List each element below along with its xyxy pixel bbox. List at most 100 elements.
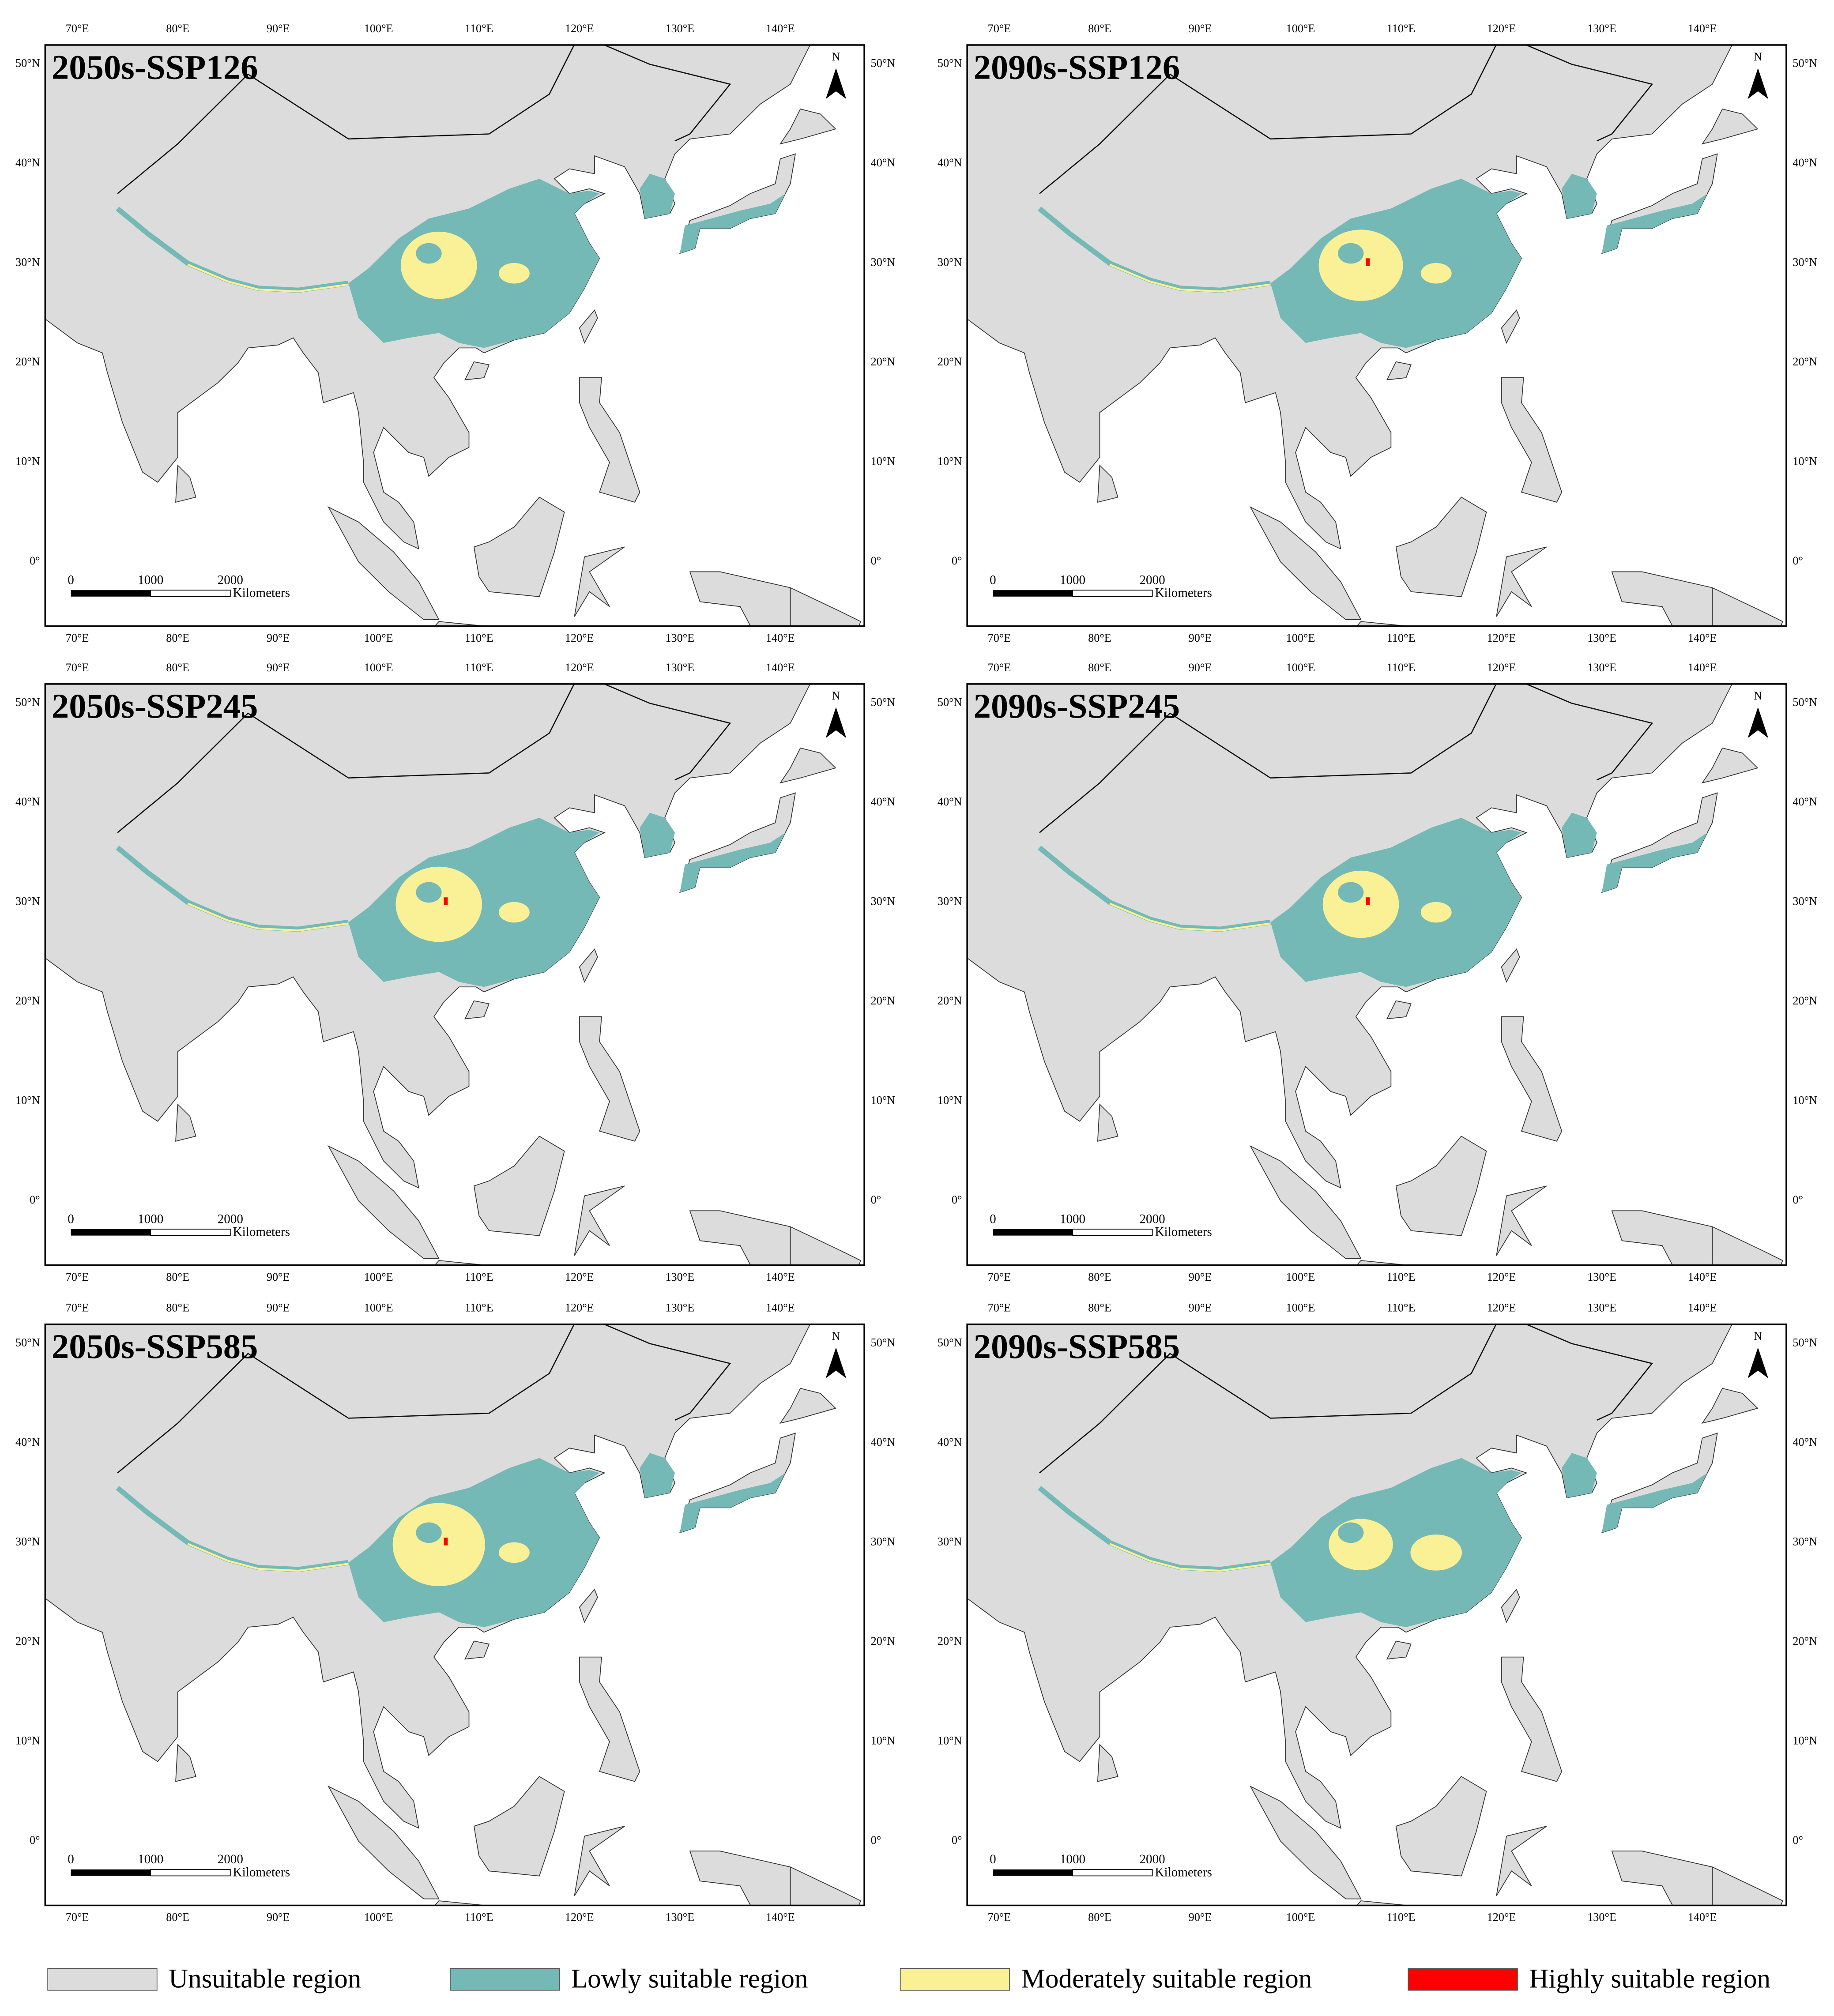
lon-label: 80°E xyxy=(1088,661,1111,674)
low-suitable xyxy=(640,173,675,219)
lon-label: 140°E xyxy=(1688,632,1717,644)
island xyxy=(779,109,836,145)
lat-label: 30°N xyxy=(871,256,896,269)
low-suitable xyxy=(1562,812,1597,858)
lat-label: 10°N xyxy=(938,455,962,468)
island xyxy=(473,496,565,597)
lon-label: 120°E xyxy=(565,1911,594,1924)
scale-label: 2000 xyxy=(1140,1212,1165,1226)
island xyxy=(1395,496,1487,597)
scale-bar xyxy=(993,1229,1073,1236)
island xyxy=(1496,1826,1547,1896)
lon-label: 100°E xyxy=(364,1271,393,1283)
island xyxy=(1097,1744,1118,1782)
lat-label: 0° xyxy=(30,554,40,567)
island xyxy=(464,1000,490,1019)
lat-label: 30°N xyxy=(1793,1535,1817,1548)
lon-label: 80°E xyxy=(1088,1301,1111,1314)
lat-label: 50°N xyxy=(938,57,962,70)
himalaya-strip xyxy=(116,1486,349,1572)
north-arrow xyxy=(1747,1347,1769,1379)
island xyxy=(579,1656,640,1782)
lon-label: 120°E xyxy=(565,661,594,674)
lon-label: 70°E xyxy=(988,661,1011,674)
lat-label: 40°N xyxy=(871,156,896,169)
scale-label: 2000 xyxy=(218,1212,243,1226)
lon-label: 110°E xyxy=(465,632,493,644)
frame xyxy=(966,44,1787,627)
map-panel: 70°E 70°E 80°E 80°E 90°E 90°E 100°E 100°E 110°E 1… xyxy=(15,22,896,644)
island xyxy=(327,506,440,620)
low-suitable xyxy=(1562,1453,1597,1498)
lat-label: 10°N xyxy=(1793,1094,1817,1107)
low-suitable xyxy=(640,1453,675,1498)
island xyxy=(434,1900,490,1906)
lat-label: 0° xyxy=(871,554,881,567)
low-suitable xyxy=(680,832,786,893)
scale-label: 2000 xyxy=(1140,573,1165,587)
lon-label: 130°E xyxy=(1587,632,1616,644)
map-panel: 70°E 70°E 80°E 80°E 90°E 90°E 100°E 100°E 110°E 1… xyxy=(938,22,1817,644)
lat-label: 20°N xyxy=(871,355,896,368)
lat-label: 40°N xyxy=(1793,795,1817,808)
lon-label: 120°E xyxy=(1487,1301,1516,1314)
moderate-suitable xyxy=(498,902,530,923)
lon-label: 90°E xyxy=(267,632,290,644)
north-arrow xyxy=(825,68,847,99)
island xyxy=(434,621,490,626)
lon-label: 110°E xyxy=(1387,22,1416,35)
lon-label: 120°E xyxy=(1487,661,1516,674)
island xyxy=(1395,1776,1487,1877)
lon-label: 80°E xyxy=(166,632,189,644)
island xyxy=(1501,309,1520,344)
low-core xyxy=(416,882,442,903)
lon-label: 70°E xyxy=(988,1271,1011,1283)
frame xyxy=(966,1323,1787,1907)
island xyxy=(579,1588,598,1623)
lon-label: 70°E xyxy=(988,632,1011,644)
lat-label: 20°N xyxy=(1793,994,1817,1007)
lat-label: 10°N xyxy=(938,1094,962,1107)
lat-label: 20°N xyxy=(871,994,896,1007)
island xyxy=(1611,1851,1783,1906)
island xyxy=(689,1851,862,1906)
lat-label: 0° xyxy=(952,1193,962,1206)
island xyxy=(1356,1260,1411,1265)
scale-unit: Kilometers xyxy=(1155,1865,1212,1879)
lon-label: 80°E xyxy=(166,1911,189,1924)
lat-label: 50°N xyxy=(15,696,40,709)
scale-label: 1000 xyxy=(1060,1852,1085,1866)
lat-label: 20°N xyxy=(938,994,962,1007)
north-arrow xyxy=(825,1347,847,1379)
lon-label: 110°E xyxy=(465,22,493,35)
legend-swatch xyxy=(900,1968,1010,1991)
lon-label: 110°E xyxy=(1387,1301,1416,1314)
island xyxy=(1386,1000,1412,1019)
lon-label: 130°E xyxy=(1587,1271,1616,1283)
high-suitable xyxy=(444,897,448,905)
frame xyxy=(44,44,865,627)
legend-swatch xyxy=(47,1968,158,1991)
lon-label: 120°E xyxy=(565,1301,594,1314)
island xyxy=(1611,1210,1783,1265)
scale-label: 1000 xyxy=(138,1852,163,1866)
low-core xyxy=(1338,882,1364,903)
island xyxy=(327,1145,440,1259)
scale-bar xyxy=(993,590,1073,597)
lon-label: 140°E xyxy=(1688,1301,1717,1314)
lon-label: 70°E xyxy=(66,1911,89,1924)
island xyxy=(1386,1640,1412,1660)
lat-label: 40°N xyxy=(1793,1436,1817,1448)
scale-label: 1000 xyxy=(138,573,163,587)
lat-label: 30°N xyxy=(15,895,40,908)
island xyxy=(679,792,796,893)
legend-label: Moderately suitable region xyxy=(1021,1963,1312,1993)
lat-label: 30°N xyxy=(15,256,40,269)
lat-label: 50°N xyxy=(1793,57,1817,70)
lat-label: 0° xyxy=(1793,554,1803,567)
high-suitable xyxy=(1366,897,1370,905)
lat-label: 30°N xyxy=(1793,895,1817,908)
lon-label: 80°E xyxy=(1088,22,1111,35)
island xyxy=(473,1136,565,1236)
